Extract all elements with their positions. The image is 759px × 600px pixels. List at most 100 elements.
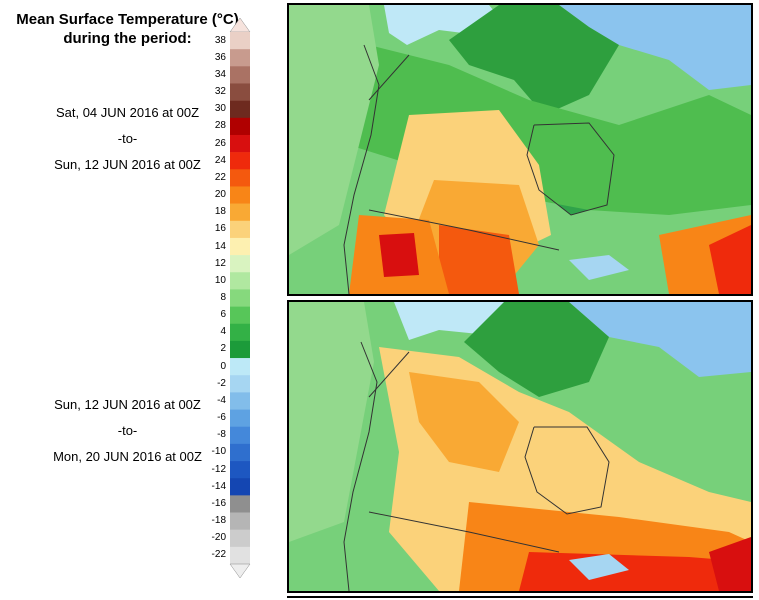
- legend-tick-label: -20: [211, 532, 226, 544]
- legend-tick-label: 22: [214, 171, 226, 183]
- map-1-southeast-hot: [709, 225, 751, 294]
- temperature-map-period-1: [287, 3, 753, 296]
- legend-tick-label: 30: [214, 103, 226, 115]
- map-2-west-coast: [289, 302, 374, 542]
- chart-title-text: Mean Surface Temperature (°C) during the…: [16, 11, 239, 47]
- period-1-separator: -to-: [117, 131, 138, 146]
- legend-tick-label: 2: [220, 343, 226, 355]
- legend-tick-label: 16: [214, 223, 226, 235]
- legend-tick-label: -8: [217, 429, 226, 441]
- period-1-label: Sat, 04 JUN 2016 at 00Z -to- Sun, 12 JUN…: [0, 100, 255, 178]
- map-1-west-coast: [289, 5, 379, 255]
- legend-bar: [229, 18, 251, 578]
- legend-swatch: [230, 289, 250, 307]
- period-1-end: Sun, 12 JUN 2016 at 00Z: [54, 157, 201, 172]
- legend-tick-label: 24: [214, 154, 226, 166]
- map-2-graphic: [289, 302, 751, 591]
- period-2-separator: -to-: [117, 423, 138, 438]
- map-1-hudson-coast: [526, 122, 615, 216]
- legend-swatch: [230, 255, 250, 273]
- map-1-plains-hot: [439, 225, 519, 294]
- map-1-arctic-water: [384, 5, 504, 45]
- legend-swatch: [230, 83, 250, 101]
- legend-swatch: [230, 306, 250, 325]
- temperature-color-legend: 38 36 34 32 30 28 26 24 22 20 18 16 14 12 10 8 6 4 2 0 -2 -4-…: [212, 18, 262, 578]
- legend-swatch: [230, 32, 250, 50]
- map-1-boreal-band: [289, 45, 751, 215]
- legend-swatch: [230, 203, 250, 222]
- legend-tick-label: -12: [211, 463, 226, 475]
- map-2-northeast-water: [569, 302, 751, 377]
- legend-swatch: [230, 529, 250, 548]
- legend-tick-label: -14: [211, 480, 226, 492]
- map-1-yukon-border: [368, 54, 410, 101]
- legend-swatch: [230, 340, 250, 359]
- period-1-start: Sat, 04 JUN 2016 at 00Z: [55, 105, 200, 120]
- legend-swatch: [230, 392, 250, 410]
- map-2-border-49th: [368, 511, 560, 553]
- map-1-great-lakes: [569, 255, 629, 280]
- legend-tick-label: -6: [217, 412, 226, 424]
- map-1-border-49th: [368, 209, 560, 251]
- legend-swatch: [230, 134, 250, 153]
- legend-swatch: [230, 169, 250, 187]
- legend-tick-label: -22: [211, 549, 226, 561]
- legend-tick-label: -4: [217, 394, 226, 406]
- legend-swatch: [230, 100, 250, 119]
- legend-tick-label: 0: [220, 360, 226, 372]
- legend-tick-label: -16: [211, 497, 226, 509]
- legend-swatch: [230, 323, 250, 342]
- map-1-coastline: [343, 44, 380, 294]
- legend-tick-label: 34: [214, 68, 226, 80]
- legend-swatch: [230, 152, 250, 170]
- map-2-hudson-coast: [524, 426, 610, 515]
- map-1-northeast-water: [559, 5, 751, 90]
- period-2-start: Sun, 12 JUN 2016 at 00Z: [54, 397, 201, 412]
- legend-tick-label: 14: [214, 240, 226, 252]
- legend-tick-label: 26: [214, 137, 226, 149]
- legend-swatch: [230, 272, 250, 290]
- legend-swatch: [230, 426, 250, 445]
- map-1-baffin-land: [449, 5, 619, 115]
- legend-swatch: [230, 512, 250, 530]
- legend-tick-label: 28: [214, 120, 226, 132]
- legend-swatch: [230, 186, 250, 204]
- map-2-interior-orange: [409, 372, 519, 472]
- legend-tick-label: 18: [214, 206, 226, 218]
- legend-tick-label: 12: [214, 257, 226, 269]
- legend-tick-label: 32: [214, 86, 226, 98]
- bottom-rule: [287, 596, 753, 598]
- chart-title: Mean Surface Temperature (°C) during the…: [0, 10, 255, 48]
- legend-swatch: [230, 375, 250, 393]
- legend-tick-label: 6: [220, 309, 226, 321]
- legend-swatch: [230, 220, 250, 239]
- legend-swatch: [230, 478, 250, 496]
- map-2-coastline: [343, 341, 378, 591]
- legend-swatch: [230, 443, 250, 462]
- period-2-end: Mon, 20 JUN 2016 at 00Z: [53, 449, 202, 464]
- legend-tick-label: -18: [211, 515, 226, 527]
- legend-swatch: [230, 117, 250, 136]
- legend-swatch: [230, 237, 250, 256]
- legend-swatch: [230, 461, 250, 479]
- legend-swatch: [230, 49, 250, 67]
- legend-tick-label: 36: [214, 51, 226, 63]
- legend-tick-label: 8: [220, 292, 226, 303]
- map-2-baffin-land: [464, 302, 609, 397]
- legend-swatch: [230, 66, 250, 84]
- legend-swatch: [230, 546, 250, 565]
- map-2-southeast-hot: [709, 537, 751, 591]
- map-1-graphic: [289, 5, 751, 294]
- legend-swatch: [230, 409, 250, 428]
- map-2-yukon-border: [368, 351, 410, 398]
- legend-tick-label: 4: [220, 326, 226, 338]
- legend-tick-label: 10: [214, 274, 226, 286]
- legend-swatch: [230, 495, 250, 513]
- legend-max-arrow: [229, 18, 251, 33]
- legend-min-arrow: [229, 563, 251, 578]
- period-2-label: Sun, 12 JUN 2016 at 00Z -to- Mon, 20 JUN…: [0, 392, 255, 470]
- map-2-great-lakes: [569, 554, 629, 580]
- legend-tick-label: 20: [214, 189, 226, 201]
- map-1-rockies-spot: [379, 233, 419, 277]
- legend-tick-label: 38: [214, 34, 226, 46]
